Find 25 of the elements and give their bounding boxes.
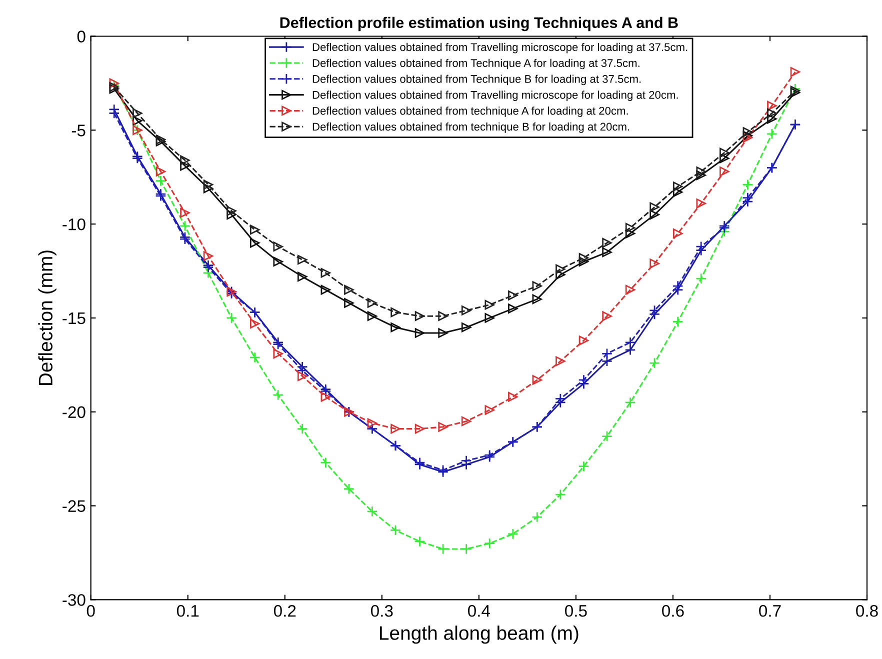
legend-label: Deflection values obtained from Travelling microscope for loading at 20cm. (312, 90, 678, 102)
x-tick-label: 0.3 (370, 604, 393, 617)
y-tick-label: -5 (72, 124, 86, 136)
x-tick-label: 0.2 (274, 604, 296, 617)
x-tick-label: 0.8 (856, 604, 878, 617)
y-tick-label: 0 (77, 30, 86, 42)
x-tick-label: 0 (86, 604, 95, 617)
x-axis-title: Length along beam (m) (380, 626, 578, 644)
x-tick-label: 0.6 (662, 604, 684, 617)
y-tick-label: -25 (62, 500, 86, 512)
y-axis-title: Deflection (mm) (38, 250, 56, 385)
legend-label: Deflection values obtained from technique A for loading at 20cm. (312, 106, 628, 117)
y-tick-label: -20 (62, 406, 86, 418)
x-tick-label: 0.1 (176, 604, 199, 617)
legend-label: Deflection values obtained from technique B for loading at 20cm. (312, 122, 630, 133)
x-tick-label: 0.4 (468, 604, 490, 617)
legend-label: Deflection values obtained from Travelling microscope for loading at 37.5cm. (312, 42, 688, 54)
x-tick-label: 0.7 (759, 604, 781, 617)
legend-label: Deflection values obtained from Technique B for loading at 37.5cm. (312, 74, 641, 86)
x-tick-label: 0.5 (565, 604, 587, 617)
y-tick-label: -30 (62, 594, 86, 606)
legend-label: Deflection values obtained from Technique A for loading at 37.5cm. (312, 58, 640, 70)
chart-title: Deflection profile estimation using Techniques A and B (280, 16, 678, 32)
y-tick-label: -10 (62, 218, 86, 230)
y-tick-label: -15 (62, 312, 86, 324)
